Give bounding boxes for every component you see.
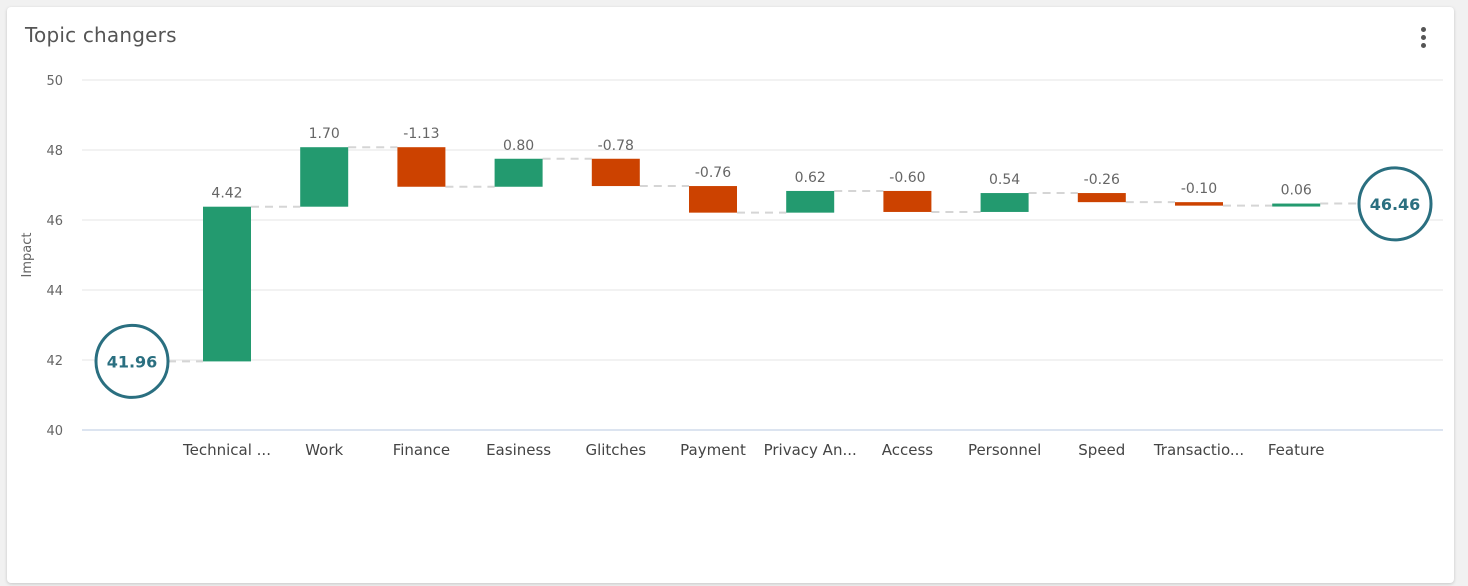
waterfall-bar [786,190,835,213]
y-tick-label: 40 [46,424,63,439]
category-label: Easiness [486,441,551,459]
category-label: Access [882,441,934,459]
bar-value-label: -0.76 [695,165,731,181]
waterfall-bar [1272,203,1321,207]
bar-value-label: -0.26 [1084,172,1120,188]
waterfall-bar [980,193,1029,212]
waterfall-bar [1175,202,1223,206]
bar-layer [203,147,1321,362]
start-value-label: 41.96 [107,352,158,371]
bar-value-label: -0.60 [889,170,925,186]
category-label: Finance [393,441,450,459]
bar-value-label: 0.06 [1281,183,1312,199]
waterfall-bar [883,190,932,212]
category-label: Privacy An... [764,441,857,459]
grid-layer: 40 42 44 46 48 50 [46,74,1443,439]
category-label: Glitches [585,441,646,459]
waterfall-bar [300,147,349,207]
start-value-circle [94,323,170,399]
category-label: Transactio... [1153,441,1244,459]
y-tick-label: 50 [46,74,63,89]
y-axis-label: Impact [20,233,35,278]
waterfall-bar [689,186,737,213]
category-label: Feature [1268,441,1325,459]
bar-value-label: 0.62 [795,170,826,186]
y-tick-label: 42 [46,354,63,369]
category-label: Speed [1078,441,1125,459]
bar-value-label: 1.70 [309,126,340,142]
connector-layer [168,146,1359,363]
waterfall-bar [397,147,446,187]
card-title: Topic changers [25,23,177,47]
category-label: Technical ... [182,441,271,459]
bar-value-label: -1.13 [403,126,439,142]
waterfall-bar [1077,193,1126,203]
y-tick-label: 48 [46,144,63,159]
bar-value-label: 4.42 [211,186,242,202]
category-label: Personnel [968,441,1041,459]
end-value-label: 46.46 [1370,195,1421,214]
y-tick-label: 46 [46,214,63,229]
label-layer: 4.42 Technical ... 1.70 Work -1.13 Finance 0.8… [94,126,1433,459]
waterfall-bar [591,158,640,187]
bar-value-label: -0.78 [598,138,634,154]
more-vert-icon[interactable] [1412,25,1436,49]
bar-value-label: -0.10 [1181,181,1217,197]
bar-value-label: 0.54 [989,172,1020,188]
category-label: Payment [680,441,746,459]
category-label: Work [305,441,343,459]
bar-value-label: 0.80 [503,138,534,154]
end-value-circle [1357,166,1433,242]
y-tick-label: 44 [46,284,63,299]
waterfall-bar [203,206,251,362]
waterfall-bar [494,158,543,187]
